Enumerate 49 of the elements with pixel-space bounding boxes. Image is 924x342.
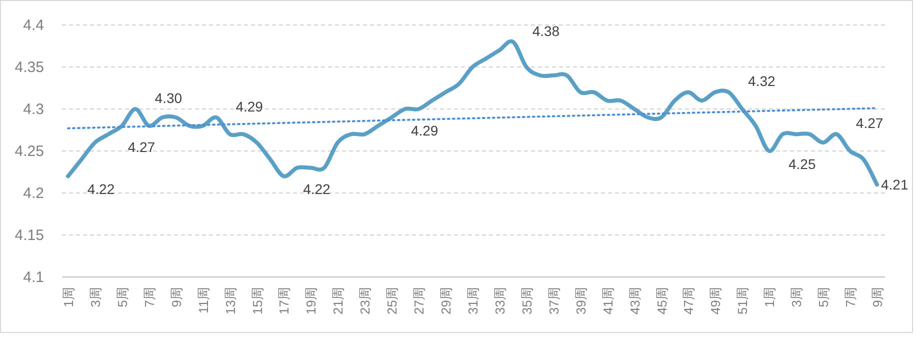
data-label: 4.22 xyxy=(87,181,115,198)
y-tick-label: 4.15 xyxy=(14,227,44,244)
data-label: 4.27 xyxy=(128,139,156,156)
y-tick-label: 4.35 xyxy=(14,59,44,76)
y-tick-label: 4.25 xyxy=(14,143,44,160)
x-tick-label: 7周 xyxy=(843,287,858,308)
x-tick-label: 23周 xyxy=(358,287,373,314)
y-tick-label: 4.4 xyxy=(23,17,44,34)
data-label: 4.27 xyxy=(856,115,884,132)
x-tick-label: 19周 xyxy=(304,287,319,314)
x-tick-label: 3周 xyxy=(789,287,804,308)
x-tick-label: 41周 xyxy=(600,287,616,314)
x-tick-label: 35周 xyxy=(519,287,534,314)
x-tick-label: 47周 xyxy=(681,287,696,314)
x-tick-label: 7周 xyxy=(142,287,157,308)
data-label: 4.38 xyxy=(532,22,560,39)
y-tick-label: 4.2 xyxy=(23,185,44,202)
data-label: 4.22 xyxy=(303,181,331,198)
data-label: 4.29 xyxy=(410,122,438,138)
x-tick-label: 21周 xyxy=(330,287,346,314)
x-tick-label: 5周 xyxy=(114,287,130,308)
x-tick-label: 37周 xyxy=(546,287,562,314)
x-tick-label: 31周 xyxy=(466,287,480,314)
x-tick-label: 25周 xyxy=(384,287,400,314)
data-label: 4.21 xyxy=(881,176,908,193)
data-label: 4.30 xyxy=(154,90,182,106)
x-tick-label: 51周 xyxy=(735,287,750,314)
x-tick-label: 17周 xyxy=(276,287,292,314)
x-tick-label: 9周 xyxy=(168,287,184,308)
x-tick-label: 29周 xyxy=(438,287,454,314)
x-tick-label: 33周 xyxy=(492,287,508,314)
x-tick-label: 11周 xyxy=(196,287,211,314)
x-tick-label: 27周 xyxy=(412,287,427,314)
x-tick-label: 1周 xyxy=(61,287,76,308)
x-tick-label: 13周 xyxy=(222,287,238,314)
x-tick-label: 3周 xyxy=(88,287,103,308)
data-label: 4.25 xyxy=(788,156,816,172)
y-tick-label: 4.3 xyxy=(23,101,44,118)
x-tick-label: 9周 xyxy=(870,287,885,308)
data-label: 4.32 xyxy=(748,73,776,90)
y-tick-label: 4.1 xyxy=(23,269,44,286)
x-tick-label: 15周 xyxy=(250,287,265,314)
x-tick-label: 45周 xyxy=(654,287,670,314)
x-tick-label: 43周 xyxy=(627,287,642,314)
x-tick-label: 49周 xyxy=(708,287,724,314)
data-label: 4.29 xyxy=(236,98,264,114)
x-tick-label: 5周 xyxy=(816,287,832,308)
x-tick-label: 39周 xyxy=(573,287,588,314)
x-tick-label: 1周 xyxy=(762,287,778,308)
